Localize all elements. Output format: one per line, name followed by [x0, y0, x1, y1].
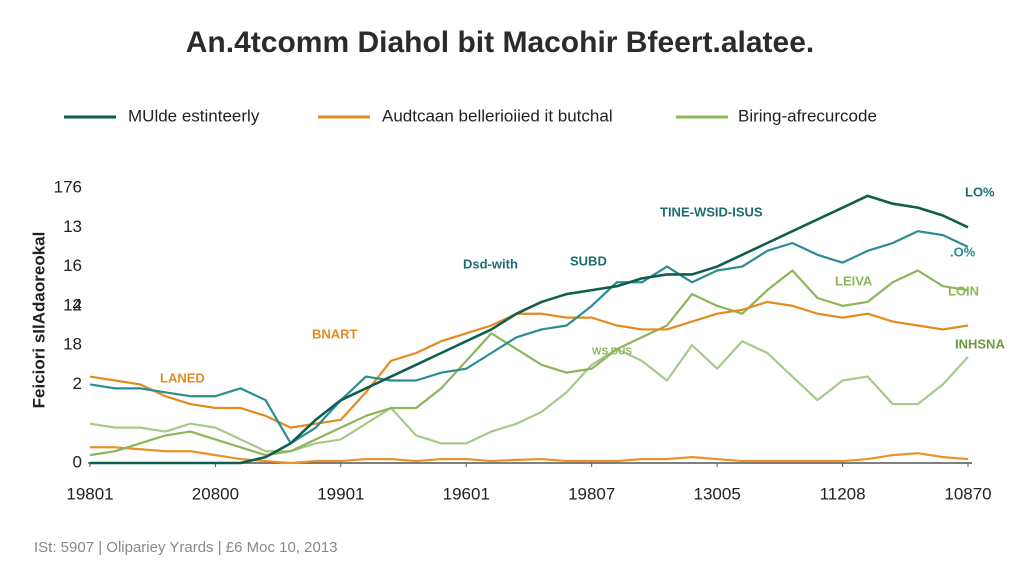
footer: ISt: 5907 | Olipariey Yrards | £6 Moc 10…	[34, 539, 338, 556]
annotation: SUBD	[570, 253, 607, 268]
annotation: LOIN	[948, 283, 979, 298]
annotation: LANED	[160, 370, 205, 385]
y-tick-label: 18	[63, 335, 82, 354]
series-line	[89, 300, 969, 429]
annotation: WS DUS	[592, 347, 632, 358]
series-line	[90, 446, 969, 465]
annotation: .O%	[950, 244, 976, 259]
x-tick-label: 19801	[66, 484, 113, 503]
annotation: INHSNA	[955, 336, 1005, 351]
chart-title: An.4tcomm Diahol bit Macohir Bfeert.alat…	[186, 26, 814, 59]
series-line	[89, 230, 969, 445]
annotation: LO%	[965, 184, 995, 199]
y-tick-label: 13	[63, 217, 82, 236]
x-tick-label: 19901	[317, 484, 364, 503]
annotation: BNART	[312, 326, 358, 341]
annotation: Dsd-with	[463, 256, 518, 271]
y-tick-label: 176	[54, 177, 82, 196]
y-tick-label: 4	[73, 295, 82, 314]
x-tick-label: 19601	[443, 484, 490, 503]
x-tick-label: 19807	[568, 484, 615, 503]
x-tick-label: 11208	[820, 484, 866, 503]
x-tick-label: 13005	[694, 484, 741, 503]
y-axis-label: Feiciori sIlAdaoreokal	[29, 232, 48, 409]
annotation: TINE-WSID-ISUS	[660, 204, 763, 219]
annotation: LEIVA	[835, 273, 873, 288]
legend-label: Audtcaan bellerioiied it butchal	[382, 106, 613, 125]
x-tick-label: 10870	[944, 484, 991, 503]
series-line	[89, 340, 969, 453]
y-tick-label: 0	[73, 452, 82, 471]
x-tick-label: 20800	[192, 484, 239, 503]
y-tick-label: 2	[73, 374, 82, 393]
legend-label: Biring-afrecurcode	[738, 106, 877, 125]
legend: MUlde estinteerly Audtcaan bellerioiied i…	[64, 106, 877, 125]
series-line	[89, 269, 969, 457]
y-tick-label: 12	[63, 295, 82, 314]
legend-label: MUlde estinteerly	[128, 106, 260, 125]
series-line	[90, 194, 969, 465]
y-tick-label: 16	[63, 256, 82, 275]
